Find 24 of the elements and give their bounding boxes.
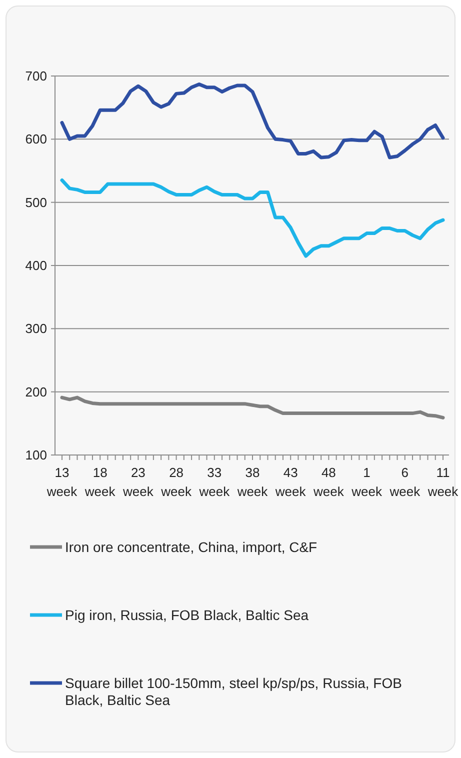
x-tick-label: 38 week (236, 465, 268, 499)
y-tick-label: 500 (25, 194, 47, 210)
x-tick-label: 11 week (426, 465, 459, 499)
line-series (60, 82, 445, 160)
y-tick-label: 700 (25, 68, 47, 84)
legend-label: Square billet 100-150mm, steel kp/sp/ps, Russia, FOB Black, Baltic Sea (65, 675, 402, 708)
y-tick-label: 400 (25, 258, 47, 274)
x-tick-label: 43 week (274, 465, 306, 499)
y-tick-label: 300 (25, 321, 47, 336)
x-tick-label: 48 week (312, 465, 344, 499)
x-tick-label: 13 week (46, 465, 78, 499)
line-series (60, 396, 445, 420)
x-tick-label: 18 week (84, 465, 116, 499)
y-tick-label: 100 (25, 448, 47, 463)
line-series (60, 178, 445, 258)
y-tick-label: 200 (25, 384, 47, 400)
x-tick-label: 28 week (160, 465, 192, 499)
x-tick-label: 6 week (388, 465, 421, 499)
y-tick-label: 600 (25, 132, 47, 147)
legend-label: Iron ore concentrate, China, import, C&F (65, 539, 318, 555)
x-tick-label: 1 week (350, 465, 382, 499)
x-tick-label: 23 week (122, 465, 154, 499)
x-tick-label: 33 week (198, 465, 230, 499)
legend-label: Pig iron, Russia, FOB Black, Baltic Sea (65, 607, 309, 623)
